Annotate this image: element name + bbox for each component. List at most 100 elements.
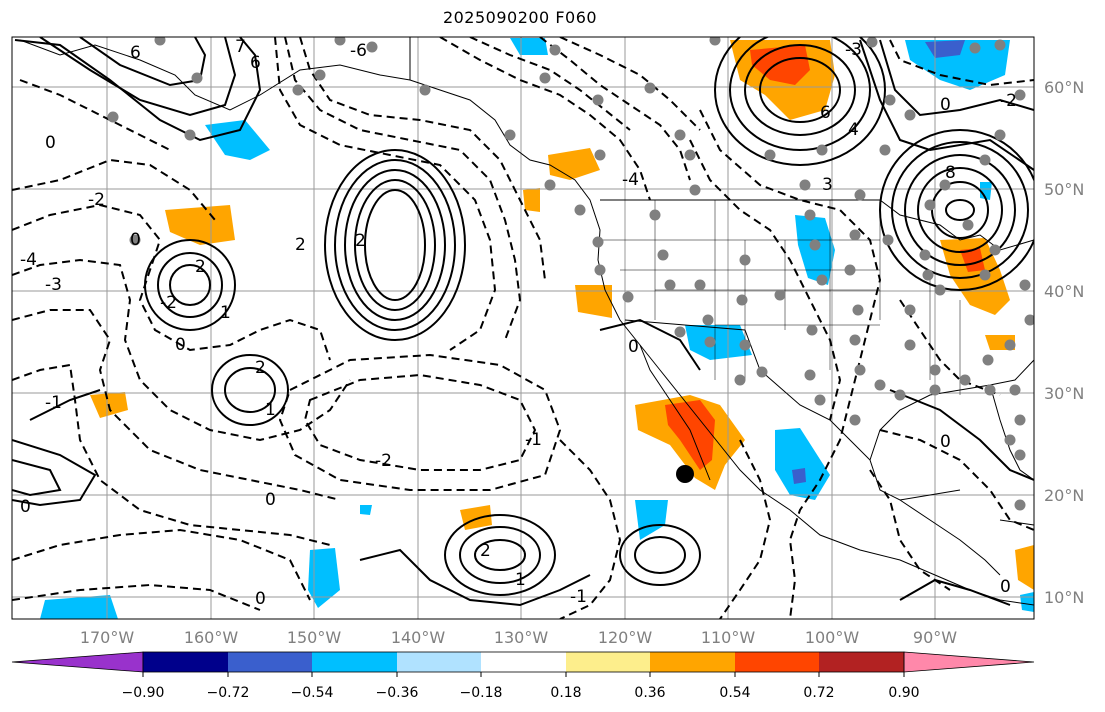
contour-label: 0 [130,230,141,250]
contour-label: -3 [845,40,862,60]
contour-label: 2 [195,257,206,277]
shade-orange-coast [575,285,612,318]
contour-label: 2 [255,358,266,378]
colorbar-segment [650,652,735,672]
contour-label: 3 [822,175,833,195]
contour-label: -2 [375,451,392,471]
contour-label: 8 [945,163,956,183]
contour-label: 0 [628,337,639,357]
lat-label: 60°N [1044,78,1084,97]
contour-label: 7 [235,37,246,57]
shade-orange-pacific1 [165,205,235,245]
contour-label: 1 [220,303,231,323]
colorbar: −0.90 −0.72 −0.54 −0.36 −0.18 0.18 0.36 … [11,651,1035,701]
contour-label: -2 [1000,91,1017,111]
map-title: 2025090200 F060 [442,8,598,27]
shade-orange-small1 [523,188,540,212]
solid-contours [12,37,1034,607]
contour-label: 1 [265,400,276,420]
longitude-labels: 170°W 160°W 150°W 140°W 130°W 120°W 110°… [80,628,957,647]
shade-blue-mexico [775,428,830,500]
contour-label: -4 [622,170,639,190]
lat-label: 40°N [1044,282,1084,301]
shade-blue-pacific2 [40,595,118,619]
latitude-labels: 60°N 50°N 40°N 30°N 20°N 10°N [1044,78,1084,607]
contour-label: 6 [130,43,141,63]
colorbar-segment [566,652,650,672]
shade-orange-caribbean [1015,545,1034,590]
colorbar-tick-label: −0.18 [460,685,503,701]
colorbar-tick-label: 0.36 [634,685,665,701]
colorbar-tick-label: −0.90 [122,685,165,701]
colorbar-tick-label: 0.54 [719,685,750,701]
colorbar-tick-label: −0.36 [376,685,419,701]
colorbar-tick-label: −0.72 [207,685,250,701]
colorbar-outline [142,651,905,673]
shade-blue-top [510,38,548,55]
colorbar-tick-label: 0.90 [888,685,919,701]
colorbar-tick-label: 0.18 [550,685,581,701]
lat-label: 10°N [1044,588,1084,607]
contour-label: 2 [295,235,306,255]
colorbar-segment [228,652,312,672]
colorbar-segment [819,652,904,672]
contour-label: 1 [515,570,526,590]
contour-label: 6 [820,103,831,123]
coastlines [19,37,1034,606]
contour-label: -1 [525,430,542,450]
contour-label: 0 [1000,577,1011,597]
colorbar-segment [397,652,481,672]
shade-blue-southwest [685,325,752,360]
contour-label: 0 [255,589,266,609]
contour-label: 6 [250,53,261,73]
shade-darkblue-mexico [792,468,806,484]
lon-label: 110°W [701,628,756,647]
lat-label: 50°N [1044,180,1084,199]
contour-label: 0 [940,432,951,452]
contour-label: 2 [355,231,366,251]
colorbar-arrow-left [11,651,144,673]
shade-red-mexico [665,400,715,470]
contour-label: 4 [848,120,859,140]
contour-label: -2 [88,190,105,210]
colorbar-segment [481,652,566,672]
contour-label: 0 [175,335,186,355]
colorbar-tick-label: −0.54 [291,685,334,701]
shade-blue-northeast [905,40,1010,90]
contour-label: 0 [45,133,56,153]
contour-label: -1 [45,393,62,413]
contour-label: 2 [480,541,491,561]
lat-label: 20°N [1044,486,1084,505]
shade-blue-small [360,505,372,515]
shade-blue-baja-south [635,500,668,540]
colorbar-segment [143,652,228,672]
lon-label: 130°W [494,628,549,647]
lon-label: 120°W [598,628,653,647]
shade-blue-pacific1 [308,548,340,608]
contour-label: -4 [20,250,37,270]
lon-label: 140°W [391,628,446,647]
shade-blue-caribbean [1020,592,1034,612]
shade-red-greatlakes [960,248,985,272]
colorbar-segment [735,652,819,672]
highlight-marker [676,465,694,483]
station-dots [107,37,1034,511]
contour-label: -1 [570,587,587,607]
colorbar-segment [312,652,397,672]
contour-label: -3 [45,275,62,295]
map-frame [11,36,1035,620]
contour-label: 0 [940,95,951,115]
lon-label: 170°W [80,628,135,647]
dashed-contours [12,37,1034,619]
colorbar-arrow-right [903,651,1035,673]
colorbar-tick-label: 0.72 [803,685,834,701]
lon-label: 160°W [184,628,239,647]
lon-label: 90°W [913,628,957,647]
shade-orange-pacific3 [460,505,492,530]
contour-label: -6 [350,41,367,61]
contour-label: 0 [265,490,276,510]
graticule [12,37,1034,619]
anomaly-shading [40,38,1034,619]
lon-label: 100°W [805,628,860,647]
